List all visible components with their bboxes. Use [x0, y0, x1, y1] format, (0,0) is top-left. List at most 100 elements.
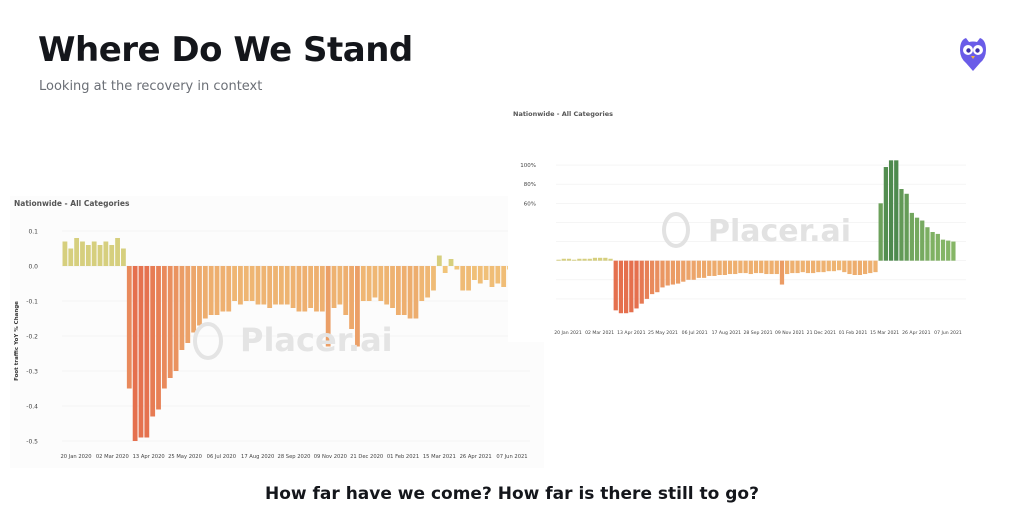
bar: [97, 245, 103, 266]
bar: [738, 260, 743, 274]
bar: [644, 260, 650, 299]
bar: [613, 260, 618, 311]
x-tick-label: 25 May 2021: [648, 330, 678, 336]
bar: [62, 241, 68, 266]
x-tick-label: 21 Dec 2020: [350, 454, 383, 460]
y-tick-label: -0.1: [26, 299, 38, 306]
bar: [862, 260, 868, 275]
bar: [68, 248, 74, 266]
bar: [743, 260, 748, 274]
bar: [764, 260, 769, 275]
bar: [337, 266, 343, 305]
bar: [121, 248, 126, 266]
bar: [308, 266, 314, 308]
bar: [161, 266, 167, 389]
bar: [733, 260, 738, 275]
bar: [243, 266, 249, 301]
x-tick-label: 13 Apr 2020: [133, 454, 165, 460]
bar: [629, 260, 634, 313]
chart-right-svg: 100% 80% 60% 20 Jan 2021 02 Mar 2021 13 Apr 2…: [520, 160, 966, 336]
bar: [156, 266, 161, 410]
x-tick-label: 09 Nov 2021: [775, 330, 804, 336]
bar: [660, 260, 665, 288]
bar: [226, 266, 232, 312]
bar: [85, 245, 91, 266]
y-tick-label: -0.3: [26, 369, 38, 376]
bar: [572, 259, 577, 261]
bar: [753, 260, 759, 274]
x-tick-label: 20 Jan 2021: [554, 330, 582, 336]
x-tick-label: 25 May 2020: [168, 454, 202, 460]
bar: [466, 266, 471, 291]
bar: [639, 260, 644, 304]
bar: [144, 266, 150, 438]
bar: [748, 260, 753, 275]
x-tick-label: 17 Aug 2021: [712, 330, 742, 336]
x-tick-label: 06 Jul 2020: [207, 454, 236, 460]
bar: [273, 266, 278, 305]
bar: [759, 260, 764, 274]
y-tick-label: 0.1: [28, 229, 38, 236]
bar: [378, 266, 384, 301]
bar: [811, 260, 816, 274]
bar: [779, 260, 785, 285]
bar: [355, 266, 360, 347]
bar: [608, 258, 613, 261]
bar: [831, 260, 837, 272]
watermark-text: Placer.ai: [240, 321, 393, 359]
bar: [401, 266, 407, 315]
x-tick-label: 07 Jun 2021: [496, 454, 527, 460]
bar: [649, 260, 655, 295]
bar: [390, 266, 395, 308]
bar: [582, 258, 587, 261]
bar: [314, 266, 319, 312]
bar: [707, 260, 712, 276]
bar: [592, 257, 598, 261]
bar: [873, 260, 878, 273]
bar: [413, 266, 419, 319]
bar: [261, 266, 267, 305]
bar: [686, 260, 691, 280]
bar: [115, 238, 120, 266]
bar: [436, 255, 442, 266]
bar: [343, 266, 349, 315]
bar: [349, 266, 354, 329]
bar: [431, 266, 436, 291]
bar: [448, 259, 454, 266]
bar: [805, 260, 811, 274]
bar: [138, 266, 144, 438]
bar: [296, 266, 302, 312]
y-tick-label: 80%: [524, 182, 536, 188]
bar: [197, 266, 202, 326]
x-tick-label: 20 Jan 2020: [60, 454, 91, 460]
bar: [566, 258, 572, 261]
y-tick-label: -0.4: [26, 404, 38, 411]
bar: [407, 266, 413, 319]
bar: [395, 266, 401, 315]
bar: [442, 266, 448, 273]
bar: [836, 260, 842, 271]
x-tick-label: 06 Jul 2021: [682, 330, 708, 336]
bar: [577, 258, 582, 261]
bar: [302, 266, 308, 312]
bar: [425, 266, 431, 298]
bar: [857, 260, 863, 275]
bar: [618, 260, 624, 314]
bar: [372, 266, 378, 298]
bar: [670, 260, 676, 285]
bar: [179, 266, 185, 350]
bar: [255, 266, 261, 305]
x-tick-label: 02 Mar 2021: [585, 330, 614, 336]
page-subtitle: Looking at the recovery in context: [39, 79, 263, 94]
bar: [384, 266, 390, 305]
x-tick-label: 15 Mar 2021: [870, 330, 899, 336]
bar: [888, 160, 894, 261]
x-tick-label: 01 Feb 2021: [839, 330, 868, 336]
x-tick-label: 09 Nov 2020: [314, 454, 347, 460]
y-axis-label: Foot traffic YoY % Change: [14, 301, 20, 381]
bar: [925, 227, 930, 261]
bar: [795, 260, 800, 274]
bar: [325, 266, 331, 347]
chart-title: Nationwide - All Categories: [14, 199, 130, 208]
bar: [561, 258, 566, 261]
